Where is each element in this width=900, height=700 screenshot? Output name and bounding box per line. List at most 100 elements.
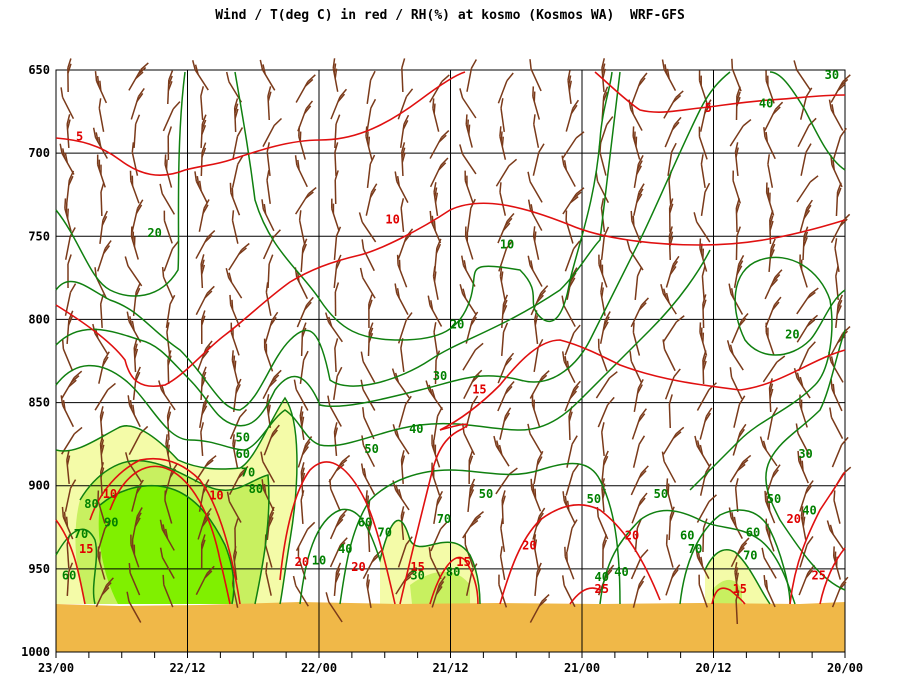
- wind-barb-feather: [101, 586, 110, 596]
- wind-barb-feather: [329, 478, 332, 490]
- wind-barb: [530, 68, 542, 92]
- wind-barb-feather: [828, 99, 832, 110]
- wind-barb-feather: [60, 395, 64, 406]
- wind-barb-feather: [200, 254, 205, 265]
- wind-barb-feather: [836, 299, 843, 310]
- wind-barb-feather: [307, 74, 316, 83]
- wind-barb: [596, 180, 610, 204]
- wind-barb: [533, 124, 540, 148]
- temperature-contour: [499, 504, 661, 605]
- wind-barb-feather: [632, 322, 635, 333]
- wind-barb: [100, 191, 103, 217]
- wind-barb-feather: [359, 267, 364, 278]
- wind-barb: [333, 235, 338, 261]
- wind-barb-feather: [134, 517, 141, 527]
- wind-barb: [97, 500, 106, 524]
- wind-barb-feather: [64, 152, 69, 163]
- wind-barb-feather: [459, 144, 464, 155]
- wind-barb-feather: [265, 282, 269, 293]
- wind-barb-feather: [603, 226, 610, 237]
- wind-barb-feather: [60, 87, 64, 98]
- wind-barb-feather: [363, 468, 367, 479]
- wind-barb: [397, 96, 408, 120]
- wind-barb-feather: [201, 142, 207, 153]
- wind-barb-feather: [139, 425, 149, 434]
- rh-contour: [55, 71, 186, 297]
- contour-label: 15: [733, 582, 747, 596]
- wind-barb-feather: [105, 577, 114, 586]
- wind-barb: [163, 248, 174, 272]
- wind-barb-feather: [640, 297, 649, 306]
- wind-barb-feather: [436, 238, 442, 249]
- wind-barb: [499, 556, 506, 580]
- wind-barb-feather: [773, 296, 782, 306]
- wind-barb-feather: [99, 462, 105, 473]
- wind-barb-feather: [233, 98, 239, 109]
- wind-barb-feather: [262, 64, 266, 75]
- wind-barb-feather: [59, 143, 63, 154]
- temperature-contours: [55, 71, 846, 605]
- wind-barb-feather: [240, 465, 249, 474]
- wind-barb: [266, 180, 271, 204]
- contour-label: 40: [338, 542, 352, 556]
- wind-barb-feather: [164, 154, 167, 165]
- wind-barb: [99, 303, 103, 329]
- wind-barb-feather: [234, 518, 239, 529]
- wind-barb: [464, 544, 474, 568]
- wind-barb-feather: [607, 396, 615, 406]
- wind-barb-feather: [66, 119, 71, 130]
- wind-barb-feather: [334, 142, 339, 153]
- wind-barb-feather: [401, 152, 406, 163]
- wind-barb-feather: [675, 90, 684, 99]
- wind-barb-feather: [168, 70, 174, 81]
- wind-barb-feather: [433, 103, 436, 114]
- wind-barb-feather: [563, 160, 568, 171]
- wind-barb-feather: [370, 183, 378, 193]
- wind-barb-feather: [398, 488, 403, 500]
- wind-barb-feather: [805, 87, 813, 97]
- wind-barb-feather: [405, 88, 414, 98]
- wind-barb-feather: [369, 154, 376, 165]
- wind-barb: [330, 488, 341, 512]
- wind-barb-feather: [603, 86, 609, 97]
- wind-barb-feather: [305, 100, 314, 110]
- wind-barb-feather: [468, 455, 474, 466]
- wind-barb-feather: [430, 300, 434, 311]
- wind-barb-feather: [536, 562, 542, 573]
- wind-barb-feather: [194, 64, 199, 75]
- wind-barb: [630, 360, 643, 384]
- wind-barb: [334, 151, 337, 177]
- wind-barb-feather: [392, 480, 397, 491]
- wind-barb: [700, 192, 706, 216]
- wind-barb-feather: [307, 186, 317, 195]
- wind-barb-feather: [733, 516, 737, 527]
- wind-barb-feather: [570, 272, 577, 282]
- wind-barb-feather: [471, 395, 479, 405]
- wind-barb-feather: [241, 242, 250, 251]
- wind-barb: [735, 599, 739, 625]
- temperature-contour: [429, 556, 479, 605]
- wind-barb-feather: [135, 512, 142, 522]
- wind-barb: [164, 500, 173, 524]
- wind-barb: [767, 164, 774, 188]
- wind-barb-feather: [267, 404, 271, 415]
- wind-barb-feather: [566, 360, 570, 371]
- wind-barb-feather: [394, 372, 400, 383]
- wind-barb-feather: [360, 351, 364, 362]
- contour-label: 30: [410, 569, 424, 583]
- wind-barb-feather: [661, 59, 665, 70]
- wind-barb-feather: [664, 64, 668, 75]
- wind-barb-feather: [700, 154, 704, 165]
- contour-label: 90: [104, 515, 118, 529]
- wind-barb: [799, 544, 808, 568]
- wind-barb-feather: [726, 340, 731, 351]
- wind-barb-feather: [100, 444, 105, 455]
- wind-barb-feather: [137, 87, 145, 97]
- wind-barb-feather: [840, 576, 849, 586]
- wind-barb: [696, 389, 710, 411]
- wind-barb-feather: [569, 390, 578, 400]
- wind-barb-feather: [728, 283, 732, 294]
- wind-barb-feather: [232, 434, 235, 445]
- rh-contour: [79, 459, 270, 605]
- wind-barb-feather: [501, 136, 504, 147]
